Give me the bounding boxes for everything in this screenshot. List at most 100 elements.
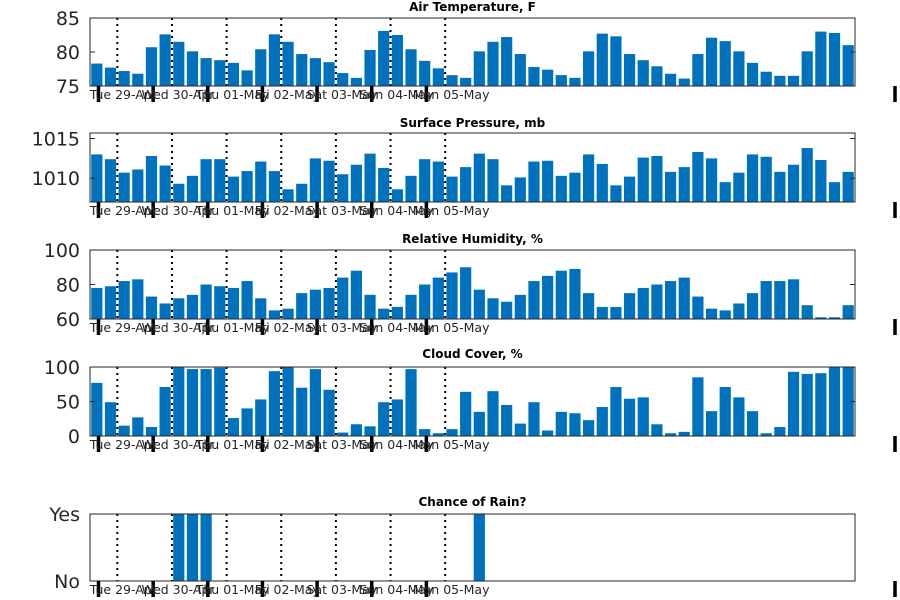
day-label: Wed 30-Apr	[141, 437, 215, 452]
data-bar	[542, 69, 554, 86]
data-bar	[227, 287, 240, 319]
data-bar	[610, 185, 622, 202]
data-bar	[405, 175, 417, 202]
data-bar	[596, 306, 608, 319]
data-bar	[432, 68, 444, 86]
day-label: Sun 04-May	[360, 437, 435, 452]
data-bar	[214, 286, 226, 319]
data-bar	[309, 58, 321, 86]
data-bar	[378, 308, 390, 319]
data-bar	[268, 34, 281, 86]
data-bar	[664, 73, 677, 86]
data-bar	[173, 298, 185, 319]
data-bar	[132, 169, 144, 202]
data-bar	[241, 281, 253, 319]
data-bar	[173, 367, 185, 436]
data-bar	[159, 387, 171, 436]
data-bar	[774, 75, 786, 86]
chart-title: Air Temperature, F	[409, 0, 536, 14]
data-bar	[145, 47, 158, 86]
day-label: Sat 03-May	[307, 582, 378, 597]
data-bar	[227, 418, 240, 436]
data-bar	[432, 277, 444, 319]
data-bar	[104, 67, 117, 86]
data-bar	[569, 172, 581, 202]
chart-title: Chance of Rain?	[418, 495, 526, 509]
day-label: Sat 03-May	[307, 203, 378, 218]
data-bar	[746, 411, 759, 436]
data-bar	[583, 154, 595, 202]
data-bar	[705, 158, 718, 202]
data-bar	[118, 425, 130, 436]
data-bar	[801, 373, 813, 436]
data-bar	[186, 369, 199, 436]
chart-title: Relative Humidity, %	[402, 232, 543, 246]
data-bar	[214, 367, 226, 436]
data-bar	[364, 153, 376, 202]
chart-panel-3: Relative Humidity, % 60 80 100 Tue 29-AprWed…	[44, 232, 897, 335]
data-bar	[637, 287, 649, 319]
data-bar	[760, 71, 772, 86]
data-bar	[214, 60, 226, 86]
data-bar	[787, 75, 800, 86]
data-bar	[145, 427, 158, 436]
y-tick-label: No	[54, 571, 80, 593]
data-bar	[569, 268, 581, 319]
data-bar	[350, 270, 362, 319]
data-bar	[501, 185, 513, 202]
data-bar	[555, 75, 567, 86]
data-bar	[91, 287, 103, 319]
data-bar	[200, 159, 212, 202]
day-label: Sat 03-May	[307, 320, 378, 335]
data-bar	[296, 387, 308, 436]
data-bar	[774, 171, 786, 202]
data-bar	[487, 298, 499, 319]
data-bar	[733, 172, 745, 202]
data-bar	[241, 70, 253, 86]
data-bar	[118, 281, 130, 319]
data-bar	[91, 382, 103, 436]
data-bar	[610, 387, 622, 436]
data-bar	[692, 296, 704, 319]
data-bar	[255, 399, 267, 436]
day-label: Wed 30-Apr	[141, 582, 215, 597]
data-bar	[760, 156, 772, 202]
y-tick-label: 60	[56, 309, 80, 331]
data-bar	[828, 367, 841, 436]
data-bar	[391, 35, 403, 86]
data-bar	[815, 159, 827, 202]
data-bar	[391, 399, 403, 436]
data-bar	[460, 167, 472, 202]
data-bar	[118, 172, 130, 202]
data-bar	[268, 310, 281, 320]
data-bar	[774, 281, 786, 319]
data-bar	[760, 433, 772, 436]
data-bar	[774, 427, 786, 436]
data-bar	[419, 429, 431, 436]
data-bar	[473, 153, 485, 202]
data-bar	[268, 171, 281, 202]
data-bar	[842, 45, 854, 86]
data-bar	[678, 78, 690, 86]
data-bar	[323, 62, 335, 86]
data-bar	[473, 289, 485, 319]
day-label: Fri 02-May	[255, 582, 321, 597]
data-bar	[705, 411, 718, 436]
data-bar	[364, 426, 376, 436]
data-bar	[419, 284, 431, 319]
data-bar	[282, 367, 294, 436]
day-label: Fri 02-May	[255, 320, 321, 335]
data-bar	[746, 154, 759, 202]
y-tick-label: 50	[56, 392, 80, 414]
data-bar	[309, 289, 321, 319]
data-bar	[186, 51, 199, 86]
data-bar	[296, 183, 308, 202]
data-bar	[296, 54, 308, 86]
data-bar	[446, 429, 458, 436]
data-bar	[391, 306, 403, 319]
data-bar	[91, 154, 103, 202]
data-bar	[364, 49, 376, 86]
y-tick-label: 85	[56, 8, 80, 30]
data-bar	[514, 177, 526, 202]
